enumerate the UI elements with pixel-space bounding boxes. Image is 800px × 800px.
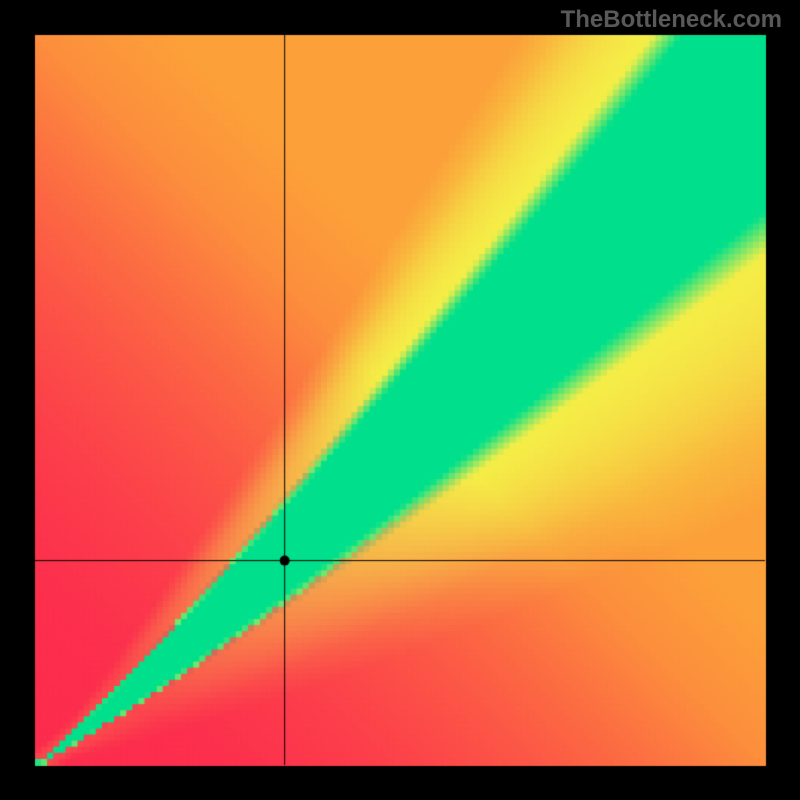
heatmap-canvas [0, 0, 800, 800]
watermark-text: TheBottleneck.com [561, 6, 782, 34]
chart-container: TheBottleneck.com [0, 0, 800, 800]
